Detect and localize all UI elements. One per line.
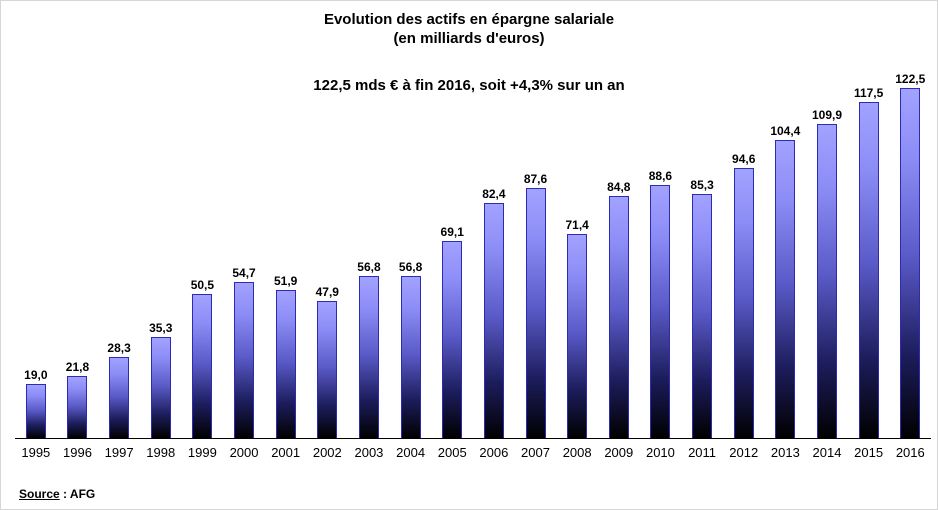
bar (900, 88, 921, 438)
bar-group: 82,4 (473, 187, 515, 438)
chart-title-line2: (en milliards d'euros) (393, 30, 545, 47)
bar (567, 234, 588, 438)
bar (234, 282, 255, 438)
bar-value-label: 56,8 (398, 260, 423, 274)
bar-group: 54,7 (223, 266, 265, 438)
bar (692, 194, 713, 438)
x-axis-label: 2005 (437, 445, 467, 460)
bar-group: 117,5 (848, 86, 890, 438)
x-axis-label: 2004 (396, 445, 426, 460)
bar-group: 50,5 (182, 278, 224, 438)
x-axis-label: 2013 (770, 445, 800, 460)
bar (442, 241, 463, 438)
bar-value-label: 28,3 (107, 341, 131, 355)
bar-group: 109,9 (806, 108, 848, 438)
bar-group: 84,8 (598, 180, 640, 438)
bar (67, 376, 88, 438)
bar (317, 301, 338, 438)
bar-value-label: 35,3 (149, 321, 173, 335)
bar-group: 28,3 (98, 341, 140, 438)
bar (483, 203, 504, 438)
bar-value-label: 54,7 (232, 266, 256, 280)
source-note: Source : AFG (19, 487, 95, 501)
bar-value-label: 109,9 (811, 108, 842, 122)
bar-value-label: 47,9 (315, 285, 339, 299)
bar-value-label: 19,0 (24, 368, 48, 382)
bar (358, 276, 379, 438)
bar-value-label: 85,3 (690, 178, 714, 192)
bar-value-label: 104,4 (770, 124, 801, 138)
bar (733, 168, 754, 438)
bar-value-label: 122,5 (895, 72, 926, 86)
x-axis-label: 2011 (688, 445, 717, 460)
source-label: Source (19, 487, 60, 501)
bar (775, 140, 796, 438)
bar (816, 124, 837, 438)
bar (192, 294, 213, 438)
bar-group: 104,4 (765, 124, 807, 438)
bar (650, 185, 671, 438)
plot-area: 19,0 21,8 28,3 35,3 50,5 54,7 51,9 47,9 56,8 56,8… (15, 72, 931, 439)
bar (150, 337, 171, 438)
x-axis-label: 1999 (187, 445, 217, 460)
x-axis-label: 2009 (604, 445, 634, 460)
bar-group: 69,1 (431, 225, 473, 438)
x-axis-label: 2015 (854, 445, 884, 460)
bar-group: 87,6 (515, 172, 557, 438)
bar-value-label: 82,4 (482, 187, 506, 201)
bar-group: 94,6 (723, 152, 765, 438)
bar (608, 196, 629, 438)
bar-value-label: 21,8 (65, 360, 90, 374)
bar-group: 71,4 (556, 218, 598, 438)
x-axis-label: 2006 (479, 445, 509, 460)
bar (858, 102, 879, 438)
bar (400, 276, 421, 438)
x-axis-label: 1997 (104, 445, 134, 460)
bar-group: 56,8 (348, 260, 390, 438)
x-axis-label: 1996 (63, 445, 92, 460)
bar-group: 47,9 (306, 285, 348, 438)
source-value: : AFG (59, 487, 96, 501)
x-axis-label: 2001 (271, 445, 301, 460)
chart-title: Evolution des actifs en épargne salarial… (1, 10, 937, 48)
x-axis-label: 2012 (729, 445, 759, 460)
x-axis-label: 2010 (645, 445, 675, 460)
bar-group: 88,6 (640, 169, 682, 438)
bar-group: 21,8 (57, 360, 99, 438)
chart-title-line1: Evolution des actifs en épargne salarial… (323, 11, 615, 28)
x-axis-label: 2000 (229, 445, 259, 460)
bar-value-label: 87,6 (523, 172, 548, 186)
bar-group: 85,3 (681, 178, 723, 438)
x-axis-labels: 1995 1996 1997 1998 1999 2000 2001 2002 2003 2004… (15, 445, 931, 460)
bar-value-label: 71,4 (565, 218, 589, 232)
x-axis-label: 1995 (21, 445, 51, 460)
bar (109, 357, 130, 438)
bar (275, 290, 296, 438)
x-axis-label: 2008 (562, 445, 592, 460)
x-axis-label: 2014 (812, 445, 842, 460)
bar-group: 51,9 (265, 274, 307, 438)
bar-value-label: 117,5 (853, 86, 884, 100)
bar-group: 122,5 (889, 72, 931, 438)
x-axis-label: 2016 (895, 445, 925, 460)
bar-value-label: 69,1 (440, 225, 464, 239)
bar-value-label: 56,8 (357, 260, 381, 274)
x-axis-label: 2007 (521, 445, 550, 460)
bar-value-label: 84,8 (607, 180, 631, 194)
x-axis-label: 1998 (146, 445, 176, 460)
chart-subtitle: 122,5 mds € à fin 2016, soit +4,3% sur u… (313, 77, 625, 94)
bar (525, 188, 546, 438)
bar-group: 35,3 (140, 321, 182, 438)
bar-value-label: 94,6 (732, 152, 756, 166)
x-axis-label: 2002 (312, 445, 342, 460)
bar-value-label: 51,9 (273, 274, 298, 288)
bar (25, 384, 46, 438)
bar-group: 56,8 (390, 260, 432, 438)
bar-value-label: 50,5 (190, 278, 215, 292)
x-axis-label: 2003 (354, 445, 384, 460)
bar-group: 19,0 (15, 368, 57, 438)
bar-value-label: 88,6 (648, 169, 673, 183)
